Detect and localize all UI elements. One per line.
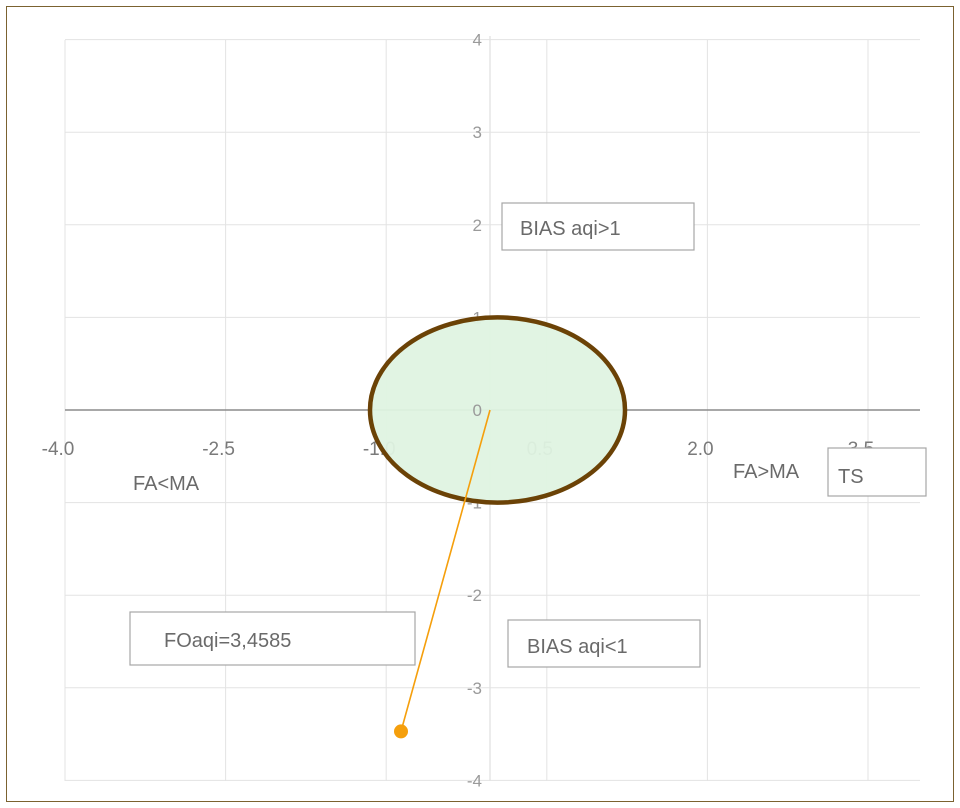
bias-gt-label: BIAS aqi>1 <box>520 218 621 240</box>
x-tick-label: -4.0 <box>42 439 75 460</box>
y-tick-label: 2 <box>473 216 482 235</box>
y-tick-label: 4 <box>473 31 482 50</box>
unit-circle <box>367 315 628 505</box>
fa-gt-ma-label: FA>MA <box>733 461 800 483</box>
plot-shapes: 0 <box>367 315 628 739</box>
ts-box <box>827 447 927 497</box>
bias-lt-box <box>507 619 701 668</box>
fo-box <box>129 611 416 666</box>
bias-lt-label: BIAS aqi<1 <box>527 636 628 658</box>
fa-lt-ma-label: FA<MA <box>133 473 200 495</box>
ts-label: TS <box>838 466 864 488</box>
x-tick-label: -2.5 <box>202 439 235 460</box>
fo-vector-line <box>400 409 491 732</box>
y-tick-label: -3 <box>467 679 482 698</box>
fo-data-point <box>394 724 408 739</box>
x-tick-label: 2.0 <box>687 439 713 460</box>
y-tick-label: 3 <box>473 123 482 142</box>
y-tick-label: 0 <box>473 401 482 420</box>
fo-label: FOaqi=3,4585 <box>164 630 291 652</box>
y-tick-label: -4 <box>467 771 482 790</box>
y-tick-label: -2 <box>467 586 482 605</box>
bias-gt-box <box>501 202 695 251</box>
